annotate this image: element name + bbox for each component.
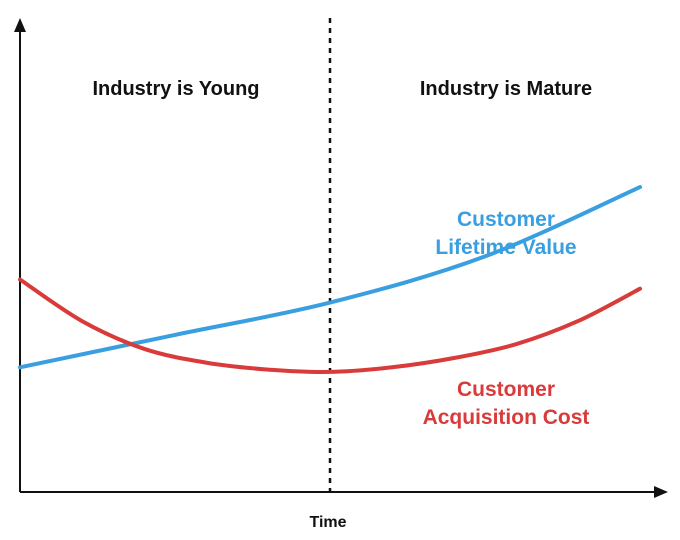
- y-axis-arrow: [14, 18, 26, 32]
- series-line-acquisition-cost: [18, 277, 642, 374]
- series-label-lifetime-value-line2: Lifetime Value: [435, 236, 576, 259]
- x-axis-label: Time: [309, 514, 346, 531]
- region-label-mature: Industry is Mature: [420, 78, 592, 100]
- region-label-young: Industry is Young: [92, 78, 259, 100]
- series-label-acquisition-cost-line2: Acquisition Cost: [423, 406, 590, 429]
- series-label-lifetime-value-line1: Customer: [457, 208, 555, 231]
- x-axis-arrow: [654, 486, 668, 498]
- series-label-acquisition-cost-line1: Customer: [457, 378, 555, 401]
- series-line-lifetime-value: [18, 185, 642, 370]
